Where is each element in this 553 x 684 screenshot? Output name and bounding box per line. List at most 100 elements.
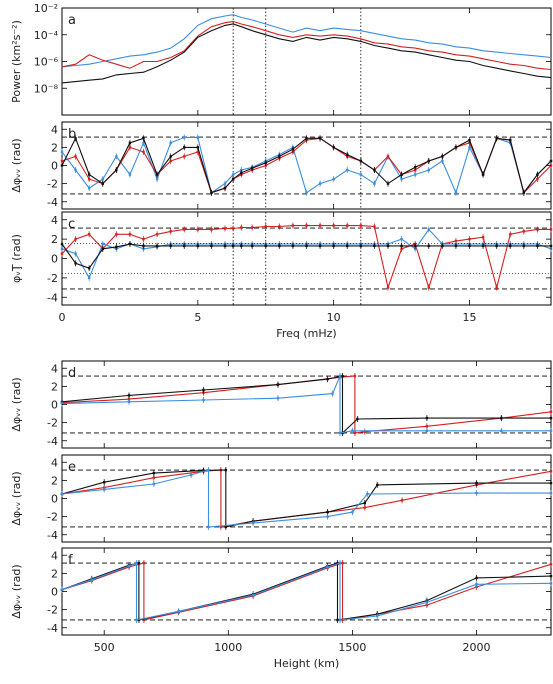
panel-c-point — [509, 244, 512, 248]
panel-d-point — [425, 429, 429, 432]
panel-c-point — [468, 237, 471, 241]
panel-e-point — [251, 521, 255, 525]
panel-b-point — [359, 173, 363, 176]
panel-d-point — [276, 396, 280, 400]
panel-c-point — [128, 242, 132, 246]
panel-f-point — [90, 578, 93, 581]
panel-c-point — [169, 244, 172, 248]
panel-f-frame — [61, 547, 552, 636]
panel-c-point — [264, 244, 267, 248]
panel-c-point — [481, 244, 485, 248]
panel-c-point — [240, 244, 243, 248]
panel-e-point — [152, 482, 156, 486]
panel-d-point — [351, 429, 354, 432]
panel-b-point — [142, 141, 145, 145]
panel-e-point — [400, 499, 404, 502]
panel-d-series-1 — [61, 375, 551, 435]
panel-f-point — [549, 574, 553, 578]
panel-c-point — [386, 244, 390, 248]
panel-b-point — [183, 136, 186, 139]
panel-f-point — [549, 563, 553, 566]
panel-b-point — [509, 138, 512, 142]
panel-b-point — [223, 186, 227, 190]
panel-d-point — [331, 392, 334, 395]
panel-f-point — [135, 561, 138, 565]
panel-b-point — [386, 182, 390, 185]
panel-b-point — [454, 191, 458, 194]
panel-f-xtick-label: 2000 — [463, 641, 491, 654]
panel-c-point — [400, 237, 403, 241]
panel-b-point — [128, 146, 132, 149]
panel-e-point — [224, 525, 228, 529]
panel-c-point — [250, 226, 254, 229]
panel-b-point — [231, 177, 235, 181]
panel-a-ytick-label: 10⁻⁶ — [34, 56, 59, 69]
panel-c-point — [128, 233, 132, 236]
panel-b-point — [183, 155, 186, 158]
panel-c-point — [210, 228, 213, 231]
panel-c-point — [155, 233, 159, 236]
panel-c-letter: c — [68, 217, 75, 232]
panel-c-point — [155, 244, 159, 248]
panel-f-point — [251, 593, 255, 597]
panel-c-point — [481, 235, 485, 239]
panel-c-point — [359, 224, 363, 227]
panel-e-frame — [61, 454, 552, 543]
panel-c-point — [101, 247, 104, 251]
panel-c-point — [183, 228, 186, 231]
panel-f-point — [135, 618, 138, 622]
panel-f-point — [338, 618, 342, 622]
panel-d-ylabel: Δφᵥᵥ (rad) — [10, 377, 23, 431]
panel-b-point — [196, 150, 200, 154]
panel-d-point — [356, 417, 359, 421]
panel-c-point — [60, 247, 64, 251]
panel-d-series-2 — [61, 375, 551, 434]
panel-c-series-0 — [61, 225, 551, 290]
panel-b-point — [142, 137, 145, 140]
panel-b-point — [128, 173, 132, 176]
panel-f-point — [177, 610, 180, 613]
panel-e-point — [60, 492, 64, 496]
panel-e-ytick-label: -4 — [47, 529, 58, 542]
panel-d-point — [549, 416, 553, 420]
panel-a-letter: a — [68, 13, 76, 28]
panel-c-point — [305, 224, 308, 227]
panel-c-point — [210, 244, 213, 248]
panel-c-ytick-label: 0 — [51, 253, 58, 266]
panel-b-series-1 — [61, 137, 552, 194]
panel-f-point — [341, 561, 344, 565]
panel-b-point — [231, 173, 235, 176]
panel-c-point — [332, 224, 335, 227]
panel-c-point — [318, 224, 322, 227]
panel-d-point — [353, 374, 357, 378]
panel-d-point — [500, 416, 503, 420]
panel-c-point — [373, 225, 376, 228]
panel-b-point — [468, 146, 471, 149]
panel-f: 4 2 0 -2 -4 500 1000 1500 2000 f Δφᵥᵥ (rad) Height … — [10, 547, 553, 670]
panel-b-point — [427, 168, 430, 172]
panel-e-point — [207, 525, 210, 529]
panel-b-point — [210, 191, 213, 194]
panel-e-point — [475, 491, 478, 495]
panel-a: 10⁻² 10⁻⁴ 10⁻⁶ 10⁻⁸ a Power (km²s⁻²) — [10, 2, 552, 116]
panel-b-point — [400, 177, 403, 181]
panel-c-point — [142, 237, 145, 241]
panels-group: 10⁻² 10⁻⁴ 10⁻⁶ 10⁻⁸ a Power (km²s⁻²) 4 2 0 -2 -4 b Δ… — [10, 2, 553, 670]
panel-c-point — [413, 244, 417, 248]
panel-a-ytick-label: 10⁻⁸ — [34, 82, 59, 95]
panel-d-point — [353, 431, 357, 435]
panel-b-point — [223, 182, 227, 185]
panel-b-point — [318, 137, 322, 140]
panel-b-point — [386, 155, 390, 158]
panel-a-series-0 — [61, 14, 552, 68]
panel-a-ytick-label: 10⁻² — [34, 2, 58, 15]
panel-b-point — [495, 137, 498, 140]
panel-c-point — [87, 276, 91, 280]
panel-f-point — [338, 561, 342, 565]
panel-c-point — [60, 252, 64, 255]
panel-c-xlabel: Freq (mHz) — [276, 327, 336, 340]
panel-f-xtick-label: 1500 — [338, 641, 366, 654]
panel-d-point — [425, 425, 429, 428]
panel-d: 4 2 0 -2 -4 d Δφᵥᵥ (rad) — [10, 360, 553, 449]
panel-c-point — [332, 244, 335, 248]
